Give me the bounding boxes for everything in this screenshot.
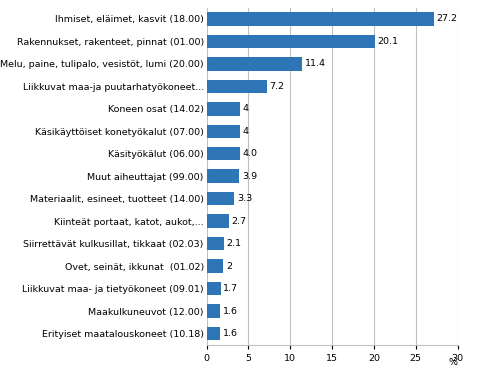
Bar <box>207 34 375 48</box>
Text: 7.2: 7.2 <box>270 82 284 91</box>
Text: 2.7: 2.7 <box>232 217 246 226</box>
Text: 11.4: 11.4 <box>305 59 326 68</box>
Text: 1.7: 1.7 <box>223 284 238 293</box>
Bar <box>207 57 302 70</box>
Bar <box>207 147 240 160</box>
Text: 2.1: 2.1 <box>227 239 242 248</box>
Text: 4: 4 <box>243 104 248 113</box>
Text: 1.6: 1.6 <box>222 307 238 316</box>
Bar <box>207 12 434 25</box>
Bar <box>207 304 220 318</box>
Bar <box>207 192 234 205</box>
Text: 20.1: 20.1 <box>377 37 398 46</box>
Bar <box>207 327 220 340</box>
Text: 2: 2 <box>226 262 232 271</box>
Text: 4.0: 4.0 <box>243 149 258 158</box>
Bar <box>207 125 240 138</box>
Bar <box>207 260 223 273</box>
Bar <box>207 169 239 183</box>
Bar <box>207 80 267 93</box>
Text: 3.3: 3.3 <box>237 194 252 203</box>
Text: 27.2: 27.2 <box>437 14 458 23</box>
Bar <box>207 215 229 228</box>
Text: 1.6: 1.6 <box>222 329 238 338</box>
Bar <box>207 237 224 251</box>
Bar <box>207 102 240 116</box>
Text: %: % <box>449 359 458 367</box>
Text: 3.9: 3.9 <box>242 172 257 181</box>
Text: 4: 4 <box>243 127 248 136</box>
Bar <box>207 282 221 295</box>
